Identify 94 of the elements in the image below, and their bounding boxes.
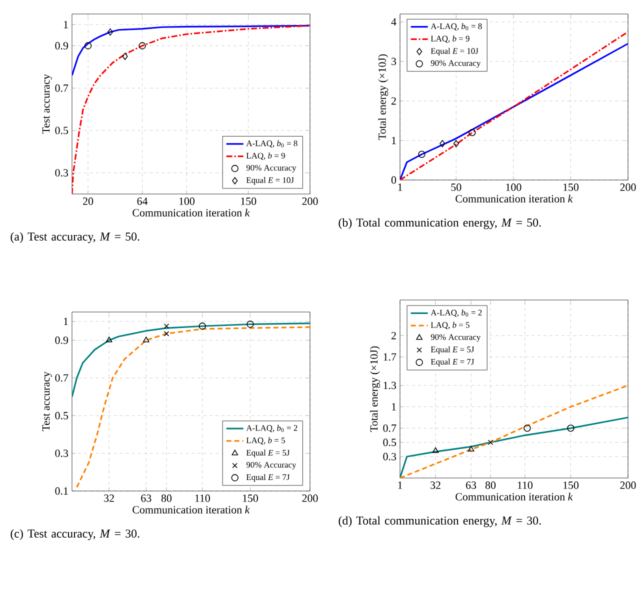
point	[567, 424, 574, 432]
x-tick-label: 50	[451, 184, 462, 191]
x-axis-title: Communication iteration k	[456, 492, 573, 500]
x-tick-label: 1	[398, 184, 402, 191]
x-axis-title: Communication iteration k	[132, 208, 250, 216]
text: (c) Test accuracy, M = 30.	[10, 529, 140, 540]
x-tick-label: 80	[485, 482, 496, 489]
line-series	[76, 326, 310, 488]
x-tick-label: 200	[620, 482, 636, 489]
legend-label: LAQ, b = 9	[246, 152, 285, 160]
y-tick-label: 1.3	[384, 382, 396, 390]
y-tick-label: 3	[392, 58, 396, 66]
x-axis-title: Communication iteration k	[456, 194, 573, 202]
x-tick-label: 100	[506, 184, 522, 191]
line-series	[72, 322, 310, 398]
legend-label: Equal E = 10J	[430, 48, 478, 56]
point	[468, 128, 476, 136]
legend-label: Equal E = 7J	[430, 358, 474, 366]
y-tick-label: 0.5	[55, 126, 68, 134]
y-axis-title: Test accuracy	[42, 372, 52, 432]
y-tick-label: 0.5	[383, 438, 396, 446]
x-tick-label: 150	[241, 198, 256, 205]
y-axis-title: Total energy (×10J)	[370, 346, 380, 432]
legend-label: A-LAQ, b$_{0}$ = 8	[430, 23, 482, 30]
y-tick-label: 0.3	[55, 169, 68, 177]
x-tick-label: 200	[302, 494, 318, 502]
y-tick-label: 0.7	[55, 84, 68, 92]
y-tick-label: 2	[391, 97, 396, 105]
text: (b) Total communication energy, M = 50.	[338, 218, 541, 230]
y-tick-label: 1	[64, 20, 68, 28]
legend-label: A-LAQ, b$_{0}$ = 8	[246, 140, 298, 148]
x-tick-label: 110	[518, 482, 532, 489]
line-series	[400, 384, 628, 478]
point	[524, 424, 531, 432]
y-tick-label: 0.9	[55, 336, 68, 344]
legend-label: LAQ, b = 9	[430, 36, 470, 43]
x-tick-label: 80	[161, 494, 172, 502]
line-series	[400, 416, 628, 478]
y-tick-label: 0.5	[55, 412, 68, 420]
y-tick-label: 2	[391, 332, 396, 340]
text: (d) Total communication energy, M = 30.	[338, 516, 541, 528]
y-tick-label: 1	[392, 136, 396, 144]
y-tick-label: 0.1	[55, 487, 68, 495]
y-tick-label: 0.7	[383, 424, 396, 432]
point	[122, 52, 128, 60]
legend-label: 90% Accuracy	[430, 60, 481, 68]
legend-label: 90% Accuracy	[430, 334, 481, 342]
y-tick-label: 1	[392, 403, 396, 410]
legend-label: Equal E = 7J	[246, 474, 290, 482]
y-axis-title: Total energy (×10J)	[378, 54, 388, 140]
x-tick-label: 20	[83, 198, 94, 205]
y-axis-title: Test accuracy	[42, 74, 52, 134]
legend-label: 90% Accuracy	[246, 164, 296, 172]
point	[418, 150, 426, 158]
legend-label: A-LAQ, b$_{0}$ = 2	[246, 424, 298, 432]
y-tick-label: 0.3	[383, 452, 396, 460]
x-tick-label: 150	[563, 184, 579, 191]
y-tick-label: 0.7	[55, 374, 68, 382]
x-tick-label: 63	[141, 494, 152, 502]
x-tick-label: 100	[179, 198, 194, 205]
x-tick-label: 150	[242, 494, 258, 502]
x-tick-label: 63	[466, 482, 476, 489]
legend-label: LAQ, b = 5	[246, 437, 285, 445]
legend-label: Equal E = 5J	[246, 450, 290, 458]
x-tick-label: 200	[620, 184, 636, 191]
x-tick-label: 150	[563, 482, 579, 489]
legend-label: Equal E = 10J	[246, 177, 294, 185]
y-tick-label: 0.3	[55, 450, 68, 458]
point	[107, 28, 114, 36]
point	[432, 447, 439, 453]
legend-label: Equal E = 5J	[430, 346, 474, 354]
point	[440, 140, 446, 148]
x-tick-label: 110	[195, 494, 210, 502]
point	[453, 140, 459, 148]
x-tick-label: 32	[104, 494, 114, 502]
point	[138, 42, 146, 50]
x-tick-label: 32	[430, 482, 440, 489]
legend-label: 90% Accuracy	[246, 462, 296, 470]
y-tick-label: 1.7	[384, 353, 396, 361]
y-tick-label: 0	[391, 176, 396, 184]
y-tick-label: 0.9	[55, 42, 68, 50]
x-tick-label: 1	[398, 482, 402, 489]
x-tick-label: 200	[302, 198, 318, 205]
point	[468, 446, 474, 452]
legend-label: LAQ, b = 5	[430, 322, 470, 330]
text: (a) Test accuracy, M = 50.	[10, 232, 140, 244]
x-axis-title: Communication iteration k	[132, 506, 250, 514]
point	[488, 440, 494, 446]
legend-label: A-LAQ, b$_{0}$ = 2	[430, 310, 482, 317]
line-series	[72, 24, 310, 76]
y-tick-label: 4	[391, 18, 396, 26]
y-tick-label: 1	[64, 318, 68, 326]
x-tick-label: 64	[137, 198, 148, 205]
point	[84, 42, 92, 50]
